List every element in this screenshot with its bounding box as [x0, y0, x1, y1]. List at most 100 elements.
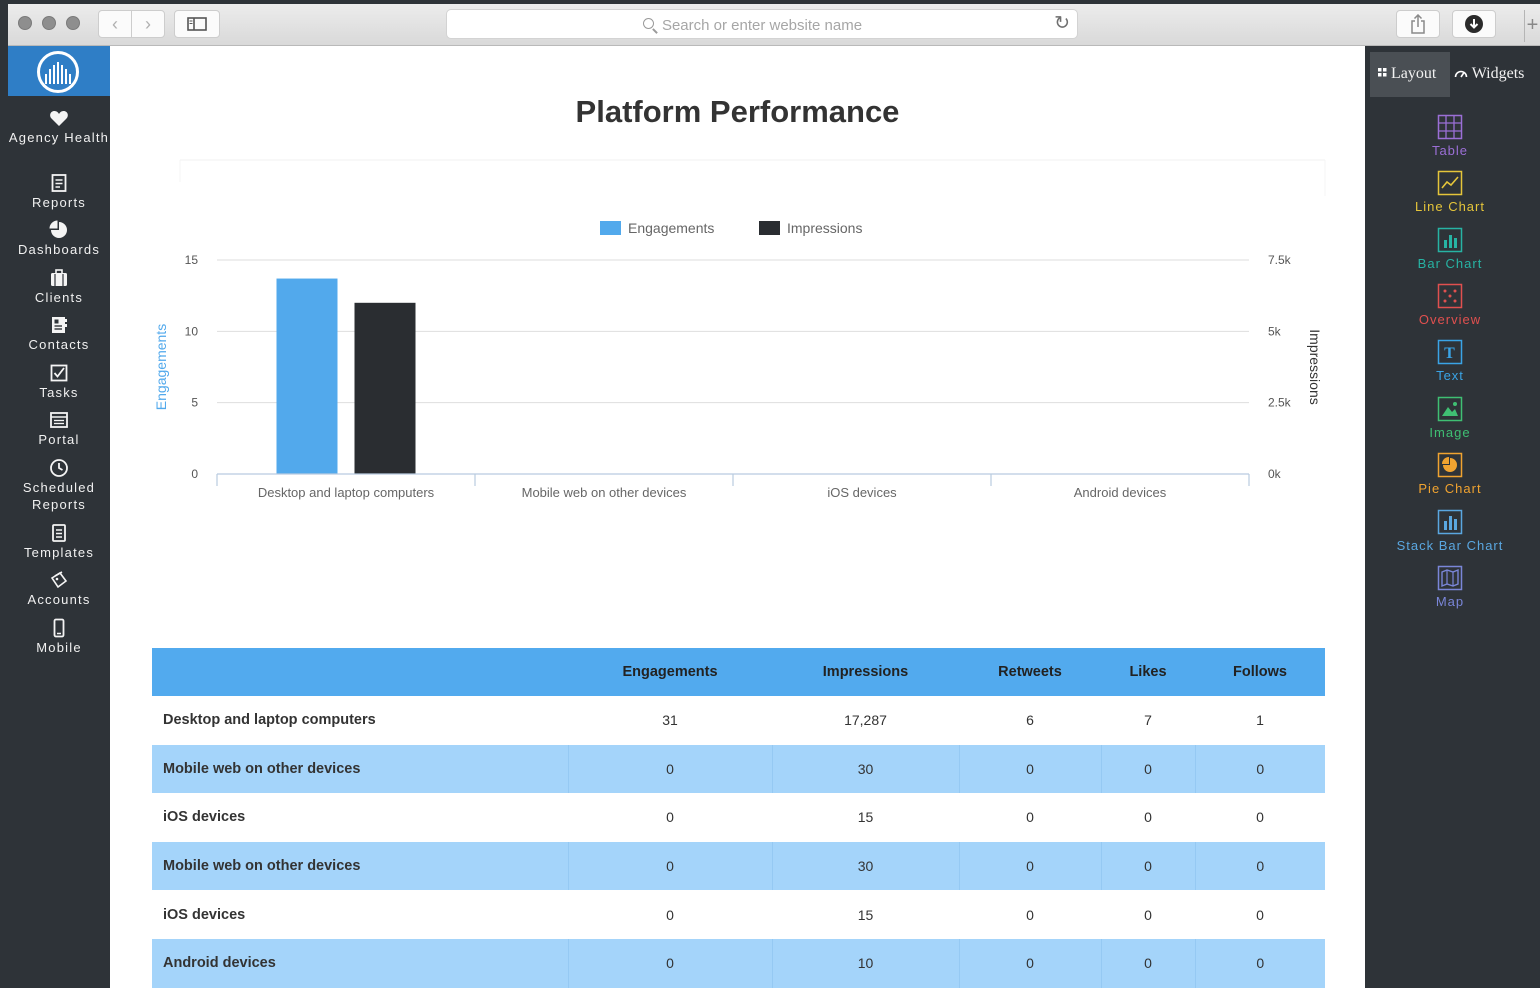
row-label-cell: Android devices [152, 938, 568, 988]
tab-layout[interactable]: Layout [1370, 52, 1450, 97]
share-icon [1411, 13, 1425, 34]
table-cell: 0 [958, 938, 1101, 988]
row-label-cell: Mobile web on other devices [152, 841, 568, 891]
table-row: iOS devices 0 15 0 0 0 [152, 793, 1325, 842]
address-bar[interactable]: Search or enter website name ↻ [446, 9, 1078, 39]
y-right-tick-label: 7.5k [1268, 253, 1292, 267]
tab-label: Layout [1391, 65, 1437, 82]
table-cell: 0 [1100, 744, 1195, 794]
widget-label: Overview [1418, 312, 1482, 327]
legend-label: Engagements [628, 220, 714, 236]
table-header-cell: Engagements [568, 648, 772, 696]
platform-performance-chart: Engagements Impressions 0 5 10 15 0k 2.5k 5k 7.5… [153, 159, 1326, 500]
widget-label: Map [1435, 594, 1465, 609]
address-placeholder: Search or enter website name [661, 17, 863, 34]
tab-widgets[interactable]: Widgets [1450, 52, 1536, 97]
y-left-tick-label: 0 [191, 467, 198, 481]
table-cell: 0 [666, 906, 674, 923]
sidebar-item-clients[interactable]: Clients [8, 268, 110, 306]
reload-icon[interactable]: ↻ [1054, 13, 1070, 34]
y-left-tick-label: 15 [185, 253, 199, 267]
chevron-left-icon: ‹ [112, 14, 118, 34]
widget-stack-bar-chart[interactable]: Stack Bar Chart [1365, 509, 1535, 553]
sidebar-item-scheduled-reports[interactable]: Scheduled Reports [8, 458, 110, 513]
table-cell: 30 [771, 744, 959, 794]
back-button[interactable]: ‹ [98, 10, 132, 38]
table-cell: 31 [662, 712, 678, 729]
downloads-button[interactable] [1452, 10, 1496, 38]
app-logo[interactable] [8, 46, 110, 96]
sidebar-item-accounts[interactable]: Accounts [8, 570, 110, 608]
report-canvas: Platform Performance Engagements Impressi… [110, 46, 1365, 988]
image-icon [1437, 396, 1463, 422]
widget-image[interactable]: Image [1365, 396, 1535, 440]
sidebar-item-label: Accounts [27, 592, 91, 607]
table-cell: 0 [958, 744, 1101, 794]
table-row: Mobile web on other devices 0 30 0 0 0 [152, 841, 1325, 891]
sidebar-toggle-button[interactable] [174, 10, 220, 38]
table-cell: 0 [567, 744, 772, 794]
sidebar-item-label: Portal [38, 432, 80, 447]
widget-line-chart[interactable]: Line Chart [1365, 170, 1535, 214]
widget-bar-chart[interactable]: Bar Chart [1365, 227, 1535, 271]
contacts-icon [52, 317, 67, 333]
pie-chart-icon [1437, 452, 1463, 478]
y-right-axis-title: Impressions [1307, 329, 1323, 404]
table-cell: 6 [1026, 712, 1034, 729]
sidebar-item-label: Contacts [28, 337, 90, 352]
table-cell: 0 [1100, 841, 1195, 891]
forward-button[interactable]: › [131, 10, 165, 38]
sidebar-item-label: Dashboards [17, 242, 101, 257]
chart-legend: Engagements Impressions [600, 220, 862, 236]
table-cell: 0 [1256, 809, 1264, 826]
sidebar-item-portal[interactable]: Portal [8, 410, 110, 448]
sidebar-item-agency-health[interactable]: Agency Health [8, 108, 110, 146]
table-cell: 0 [1194, 841, 1325, 891]
sidebar-item-dashboards[interactable]: Dashboards [8, 220, 110, 258]
sidebar-icon [187, 17, 207, 31]
minimize-window-button[interactable] [42, 16, 56, 30]
x-category-label: Android devices [1074, 485, 1167, 500]
widget-overview[interactable]: Overview [1365, 283, 1535, 327]
sidebar-item-mobile[interactable]: Mobile [8, 618, 110, 656]
zoom-window-button[interactable] [66, 16, 80, 30]
tab-label: Widgets [1471, 65, 1525, 82]
widget-text[interactable]: T Text [1365, 339, 1535, 383]
browser-toolbar: ‹ › Search or enter website name ↻ + [8, 4, 1540, 46]
template-icon [52, 524, 66, 542]
close-window-button[interactable] [18, 16, 32, 30]
table-cell: 0 [958, 841, 1101, 891]
grid-dots-icon [1378, 68, 1387, 77]
line-chart-icon [1437, 170, 1463, 196]
bar-impressions [354, 302, 416, 474]
sidebar-item-contacts[interactable]: Contacts [8, 315, 110, 353]
stack-bar-chart-icon [1437, 509, 1463, 535]
briefcase-icon [51, 269, 67, 286]
page-title: Platform Performance [575, 94, 900, 129]
sidebar-item-reports[interactable]: Reports [8, 173, 110, 211]
sidebar-item-label: Reports [32, 195, 86, 210]
table-cell: 0 [666, 809, 674, 826]
table-header-cell [152, 648, 568, 696]
clock-icon [50, 459, 68, 477]
svg-text:T: T [1444, 345, 1456, 362]
widget-pie-chart[interactable]: Pie Chart [1365, 452, 1535, 496]
sidebar-item-label: Tasks [39, 385, 79, 400]
widget-label: Bar Chart [1417, 256, 1483, 271]
x-category-label: Desktop and laptop computers [258, 485, 435, 500]
sidebar-item-templates[interactable]: Templates [8, 523, 110, 561]
text-icon: T [1437, 339, 1463, 365]
sidebar-item-tasks[interactable]: Tasks [8, 363, 110, 401]
widget-map[interactable]: Map [1365, 565, 1535, 609]
y-left-tick-label: 10 [185, 324, 199, 338]
table-cell: 0 [1026, 809, 1034, 826]
table-cell: 0 [1026, 906, 1034, 923]
widget-table[interactable]: Table [1365, 114, 1535, 158]
share-button[interactable] [1396, 10, 1440, 38]
heart-icon [50, 111, 68, 126]
new-tab-button[interactable]: + [1524, 10, 1540, 42]
y-right-tick-label: 0k [1268, 467, 1282, 481]
map-icon [1437, 565, 1463, 591]
report-icon [51, 174, 67, 192]
y-right-tick-label: 5k [1268, 324, 1282, 338]
